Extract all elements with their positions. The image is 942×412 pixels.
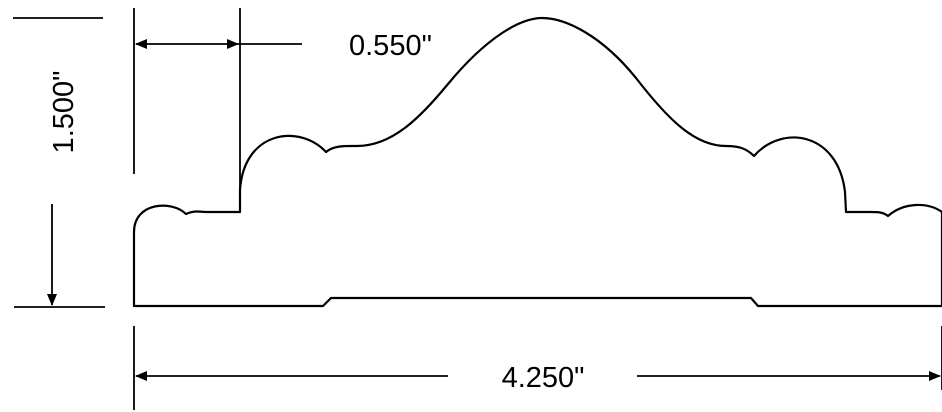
height-dimension-label: 1.500" xyxy=(48,71,80,154)
molding-profile-outline xyxy=(132,16,942,308)
step-width-dimension-label: 0.550" xyxy=(349,30,432,62)
extension-lines xyxy=(13,8,942,410)
total-width-dimension-label: 4.250" xyxy=(502,362,585,394)
